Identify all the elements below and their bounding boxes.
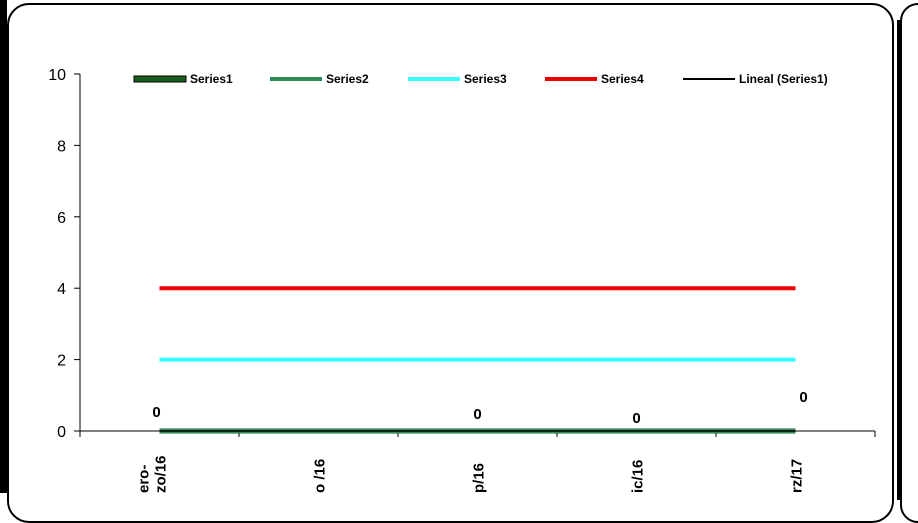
series-lines — [159, 286, 796, 434]
legend-label: Series3 — [464, 72, 507, 86]
data-label: 0 — [473, 406, 481, 423]
y-tick-label: 8 — [57, 138, 66, 155]
y-tick-label: 0 — [57, 424, 66, 441]
data-label: 0 — [799, 389, 807, 406]
next-panel-shadow — [897, 20, 902, 500]
y-tick-label: 4 — [57, 281, 66, 298]
legend-label: Series2 — [326, 72, 369, 86]
chart-panel — [7, 3, 894, 523]
x-tick-label-line: o /16 — [312, 459, 329, 493]
x-tick-label: rz/17 — [789, 459, 806, 493]
y-tick-label: 10 — [48, 67, 66, 84]
x-tick-label-line: zo/16 — [153, 455, 170, 493]
data-labels: 0 0 0 0 — [152, 389, 807, 427]
legend-label: Series1 — [190, 72, 233, 86]
x-tick-label: o /16 — [312, 459, 329, 493]
legend-item-2: Series2 — [270, 72, 369, 86]
legend-item-1: Series1 — [133, 72, 233, 86]
data-label: 0 — [152, 404, 160, 421]
x-tick-label: ic/16 — [630, 460, 647, 493]
y-tick-label: 6 — [57, 210, 66, 227]
y-tick-label: 2 — [57, 353, 66, 370]
x-tick-label-line: ero- — [136, 465, 153, 493]
legend-item-4: Series4 — [545, 72, 644, 86]
y-axis: 0 2 4 6 8 10 — [48, 67, 81, 441]
frame-edge — [0, 0, 7, 493]
legend: Series1 Series2 Series3 Series4 Lineal (Seri… — [133, 72, 828, 86]
x-tick-label: p/16 — [471, 463, 488, 493]
legend-label: Lineal (Series1) — [739, 72, 828, 86]
legend-label: Series4 — [601, 72, 644, 86]
x-tick-label-line: ic/16 — [630, 460, 647, 493]
x-tick-label-line: rz/17 — [789, 459, 806, 493]
legend-item-3: Series3 — [408, 72, 507, 86]
x-axis: ero-zo/16 o /16 p/16 ic/16 rz/17 — [79, 430, 876, 493]
legend-item-5: Lineal (Series1) — [683, 72, 828, 86]
x-tick-label: ero-zo/16 — [136, 455, 170, 493]
data-label: 0 — [632, 410, 640, 427]
legend-swatch — [133, 75, 187, 83]
x-tick-label-line: p/16 — [471, 463, 488, 493]
